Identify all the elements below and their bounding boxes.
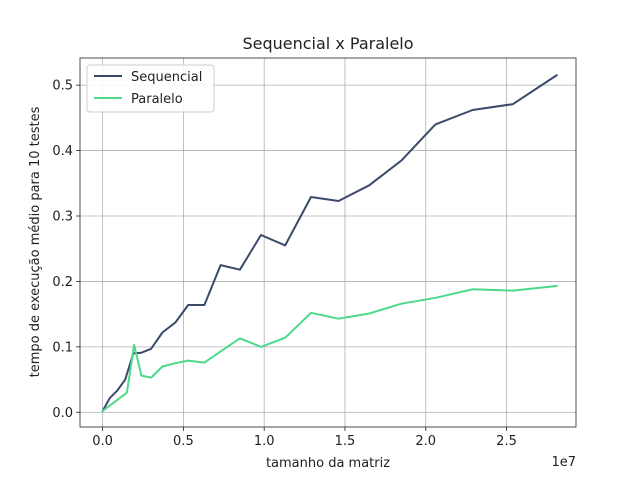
grid	[80, 58, 576, 427]
x-tick-label: 0.0	[92, 434, 113, 449]
ticks: 0.0 0.5 1.0 1.5 2.0 2.5 0.0 0.1 0.2 0.3 0.4 0.5	[52, 79, 517, 449]
x-axis-label: tamanho da matriz	[266, 456, 390, 471]
x-tick-label: 2.5	[496, 434, 517, 449]
series-line-paralelo	[101, 284, 558, 413]
y-tick-label: 0.4	[52, 144, 73, 159]
series-layer	[101, 73, 558, 413]
x-tick-label: 1.0	[254, 434, 275, 449]
y-tick-label: 0.1	[52, 340, 73, 355]
y-tick-label: 0.3	[52, 210, 73, 225]
x-tick-label: 0.5	[173, 434, 194, 449]
legend: Sequencial Paralelo	[86, 64, 215, 113]
legend-label-sequencial: Sequencial	[131, 70, 202, 85]
x-tick-label: 1.5	[335, 434, 356, 449]
x-tick-label: 2.0	[415, 434, 436, 449]
x-axis-offset-label: 1e7	[551, 455, 576, 470]
legend-label-paralelo: Paralelo	[131, 92, 183, 107]
y-axis-label: tempo de execução médio para 10 testes	[28, 106, 43, 377]
y-tick-label: 0.0	[52, 406, 73, 421]
axes-frame	[79, 57, 577, 428]
y-tick-label: 0.5	[52, 79, 73, 94]
y-tick-label: 0.2	[52, 275, 73, 290]
chart-title: Sequencial x Paralelo	[242, 34, 413, 53]
